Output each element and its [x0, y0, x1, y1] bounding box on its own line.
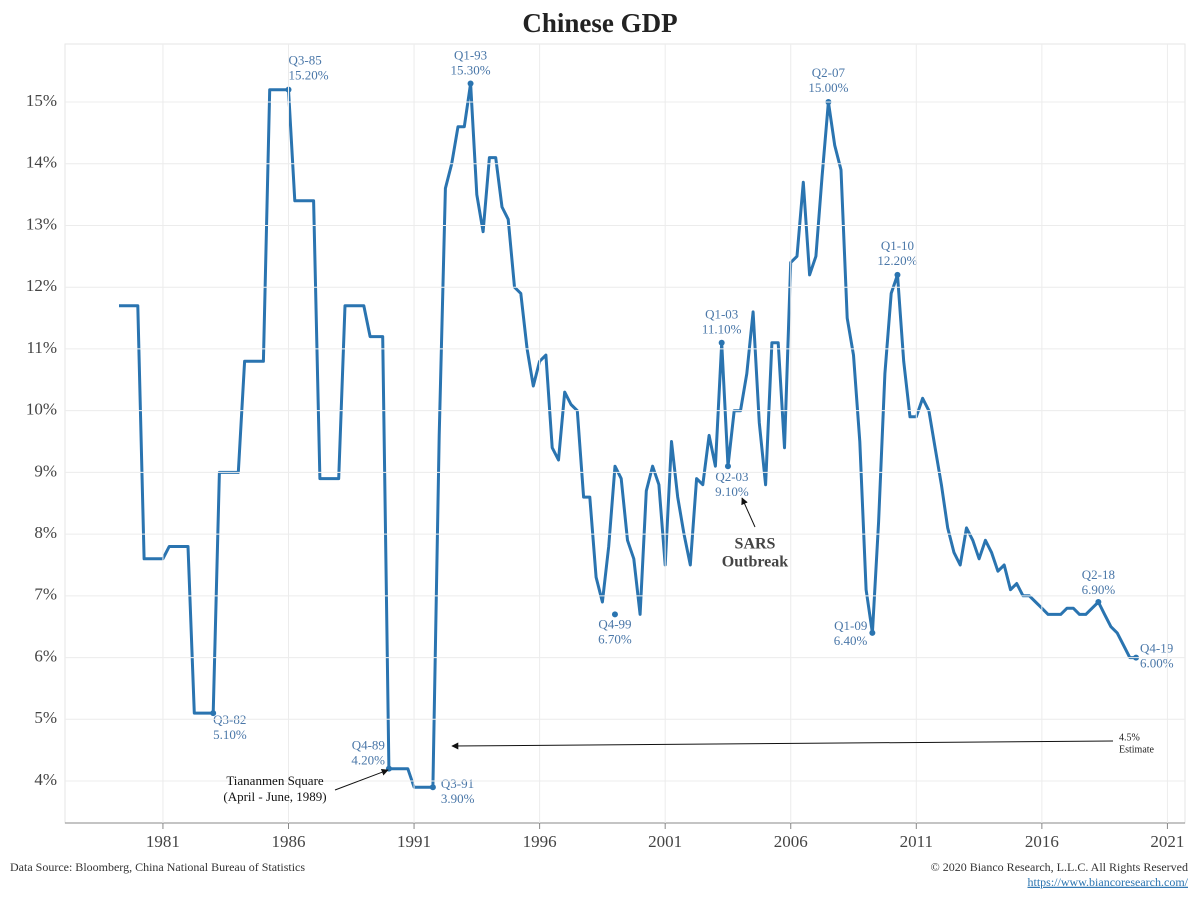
data-label: 6.90%: [1082, 582, 1116, 597]
marker: [611, 611, 618, 618]
annotation-label: Q4-99: [598, 616, 631, 631]
x-tick-label: 2001: [648, 832, 682, 851]
y-tick-label: 9%: [34, 461, 57, 480]
annotation-label: Q4-19: [1140, 641, 1173, 656]
note: Outbreak: [722, 554, 788, 571]
annotation-label: Q4-89: [352, 738, 385, 753]
arrow: [334, 768, 389, 791]
x-tick-label: 1986: [271, 832, 305, 851]
data-label: 15.30%: [451, 62, 491, 77]
arrow: [741, 497, 756, 528]
x-tick-label: 2021: [1150, 832, 1184, 851]
data-label: 3.90%: [441, 791, 475, 806]
annotation-label: Q3-85: [288, 53, 321, 68]
data-label: 6.70%: [598, 631, 632, 646]
note: SARS: [735, 536, 776, 553]
source: Data Source: Bloomberg, China National B…: [10, 860, 305, 874]
note: (April - June, 1989): [223, 789, 326, 804]
chart-title: Chinese GDP: [522, 8, 677, 38]
data-label: 15.20%: [288, 68, 328, 83]
y-tick-label: 11%: [26, 338, 57, 357]
data-label: 4.20%: [351, 753, 385, 768]
x-tick-label: 1981: [146, 832, 180, 851]
y-tick-label: 5%: [34, 708, 57, 727]
annotation-label: Q2-18: [1082, 567, 1115, 582]
x-tick-label: 2006: [774, 832, 808, 851]
data-label: 5.10%: [213, 727, 247, 742]
data-label: 6.00%: [1140, 656, 1174, 671]
x-tick-label: 1991: [397, 832, 431, 851]
annotation-label: Q2-07: [812, 65, 846, 80]
note: 4.5%: [1119, 732, 1140, 743]
y-tick-label: 15%: [26, 91, 57, 110]
y-tick-label: 8%: [34, 523, 57, 542]
marker: [724, 463, 731, 470]
note: Tiananmen Square: [226, 773, 324, 788]
y-tick-label: 14%: [26, 153, 57, 172]
y-tick-label: 12%: [26, 276, 57, 295]
marker: [210, 710, 217, 717]
x-tick-label: 1996: [523, 832, 557, 851]
arrow: [451, 740, 1114, 750]
y-tick-label: 4%: [34, 770, 57, 789]
data-label: 11.10%: [702, 322, 742, 337]
url[interactable]: https://www.biancoresearch.com/: [1027, 875, 1188, 889]
marker: [718, 339, 725, 346]
y-tick-label: 10%: [26, 400, 57, 419]
copyright: © 2020 Bianco Research, L.L.C. All Right…: [931, 860, 1188, 874]
data-label: 9.10%: [715, 484, 749, 499]
annotation-label: Q3-91: [441, 776, 474, 791]
y-tick-label: 7%: [34, 585, 57, 604]
annotation-label: Q1-03: [705, 307, 738, 322]
marker: [1095, 599, 1102, 606]
note: Estimate: [1119, 744, 1155, 755]
y-tick-label: 13%: [26, 214, 57, 233]
annotation-label: Q1-93: [454, 47, 487, 62]
y-tick-label: 6%: [34, 646, 57, 665]
marker: [869, 629, 876, 636]
annotation-label: Q1-10: [881, 238, 914, 253]
data-label: 12.20%: [877, 253, 917, 268]
plot-area: [64, 43, 1186, 824]
annotation-label: Q2-03: [715, 469, 748, 484]
marker: [894, 271, 901, 278]
data-label: 15.00%: [808, 80, 848, 95]
data-label: 6.40%: [834, 633, 868, 648]
marker: [467, 80, 474, 87]
annotation-label: Q1-09: [834, 618, 867, 633]
line: [119, 82, 1136, 789]
marker: [429, 784, 436, 791]
x-tick-label: 2016: [1025, 832, 1059, 851]
x-tick-label: 2011: [900, 832, 933, 851]
